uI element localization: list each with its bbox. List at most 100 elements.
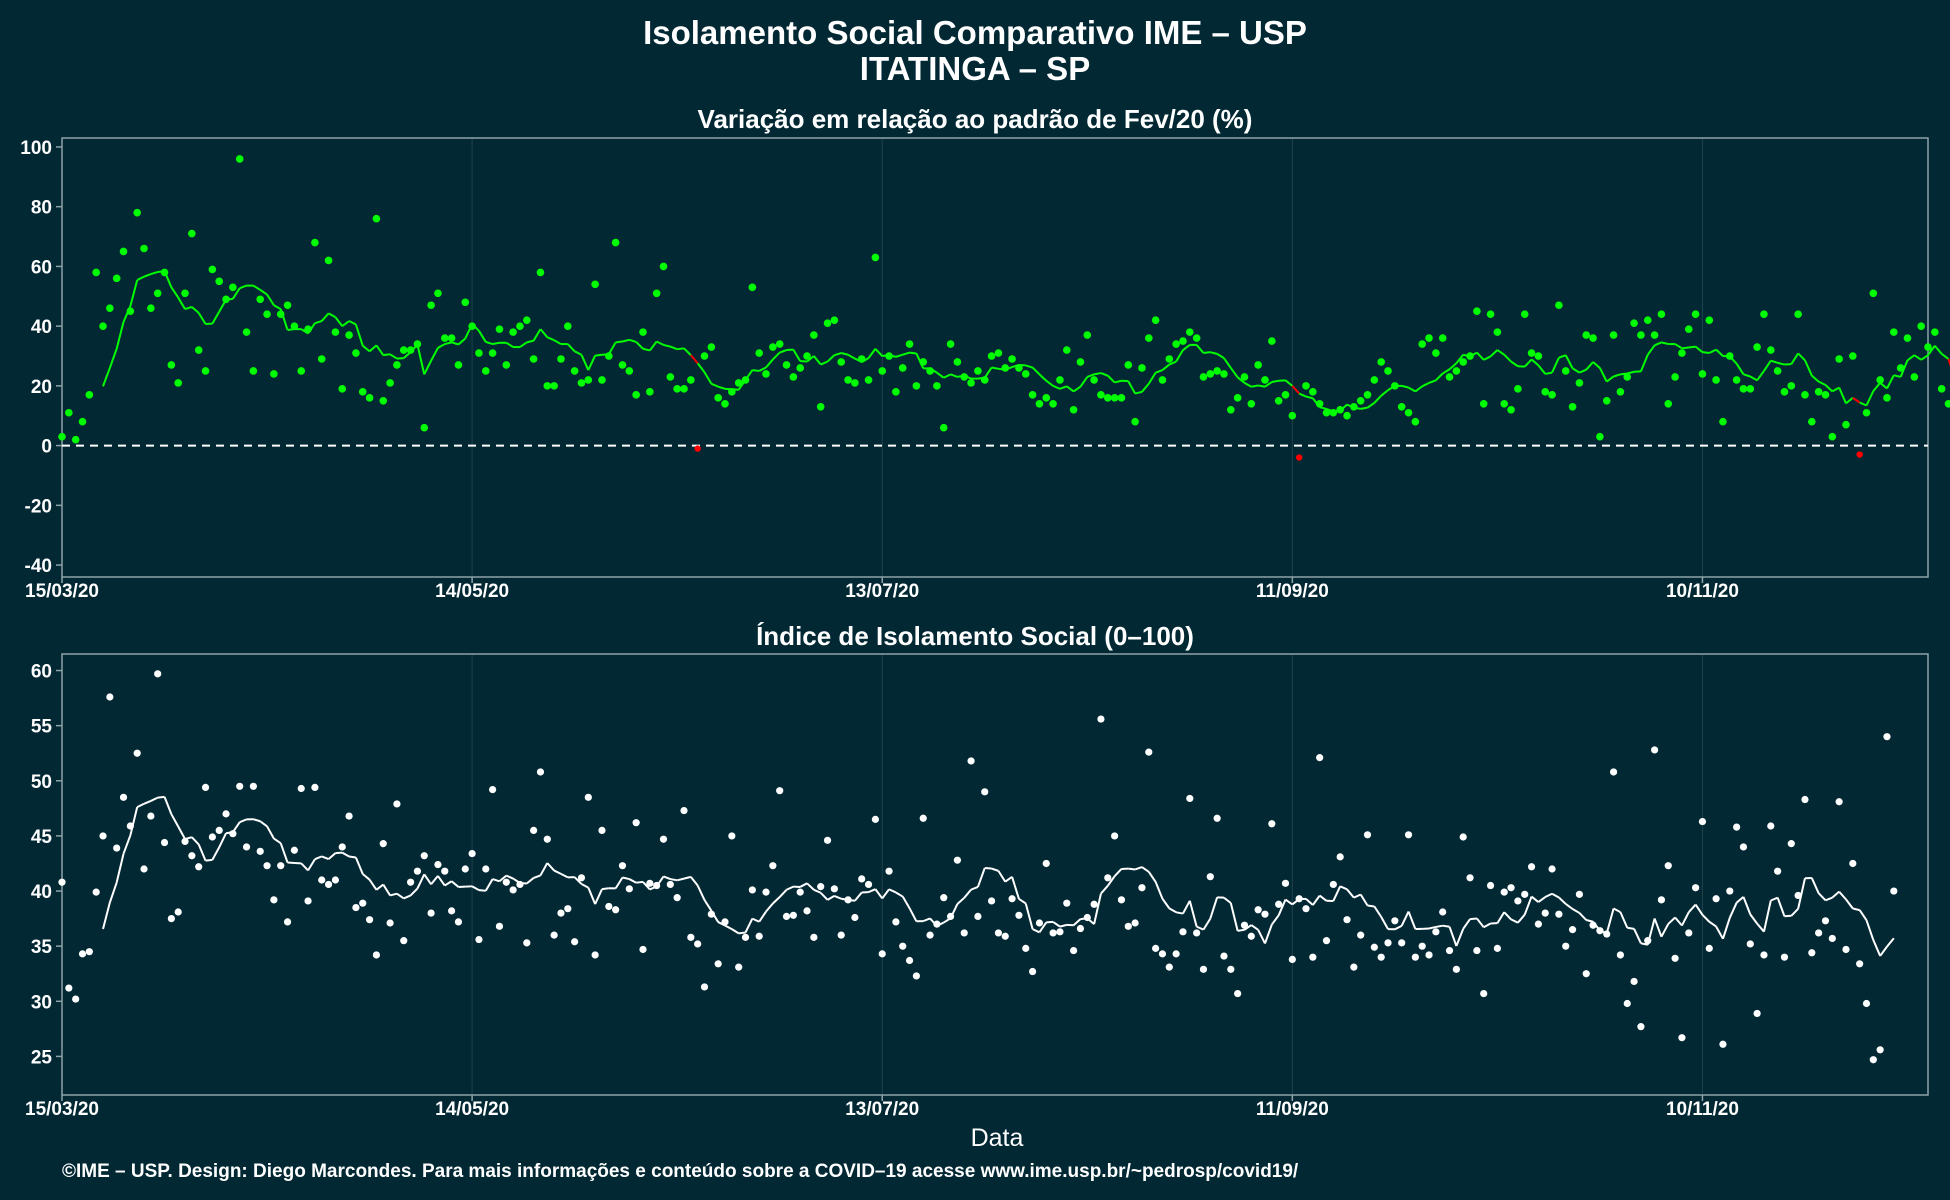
data-point [1862,408,1871,417]
data-point [1808,417,1816,426]
data-point [140,865,148,873]
moving-average-segment [908,907,918,922]
moving-average-segment [546,336,555,342]
data-point [741,376,750,384]
moving-average-segment [1448,362,1458,370]
moving-average-segment [1613,373,1621,378]
moving-average-segment [1558,354,1567,359]
moving-average-segment [1530,358,1540,367]
moving-average-segment [136,802,145,808]
data-point [99,322,107,330]
data-point [1849,352,1857,360]
data-point [1377,358,1385,366]
y-tick-label: 60 [31,662,52,683]
data-point [1363,391,1372,399]
moving-average-segment [136,275,145,281]
moving-average-segment [1797,878,1806,910]
data-point [1664,399,1673,408]
moving-average-segment [1161,363,1170,371]
moving-average-segment [629,338,637,343]
moving-average-segment [731,928,740,935]
data-point [1753,1009,1761,1018]
moving-average-segment [943,373,952,379]
moving-average-segment [1408,386,1416,393]
moving-average-segment [1489,349,1499,358]
moving-average-segment [1455,928,1465,947]
moving-average-segment [1209,897,1219,919]
data-point [1575,379,1584,387]
data-point [1520,310,1529,318]
data-point [1404,408,1413,417]
chart-title-line1: Isolamento Social Comparativo IME – USP [643,14,1307,51]
moving-average-segment [1503,354,1512,363]
data-point [1828,432,1837,441]
data-point [755,932,763,940]
data-point [694,940,702,948]
moving-average-segment [437,875,446,887]
data-point [1712,895,1720,903]
moving-average-segment [184,305,193,311]
moving-average-segment [950,373,958,378]
moving-average-segment [820,360,828,366]
x-tick-label: 11/09/20 [1256,1099,1329,1120]
moving-average-segment [553,869,562,875]
data-point [1152,944,1160,952]
moving-average-segment [1031,366,1041,376]
data-point [1712,376,1720,384]
data-point [85,391,94,399]
data-point [892,918,900,926]
moving-average-segment [1210,351,1218,355]
moving-average-segment [143,273,152,278]
moving-average-segment [1448,926,1458,947]
moving-average-segment [191,836,200,846]
data-point [1705,944,1713,952]
moving-average-segment [1701,914,1710,923]
data-point [1698,817,1707,826]
moving-average-segment [1721,917,1731,940]
panel2-title: Índice de Isolamento Social (0–100) [756,621,1194,651]
y-tick-label: 40 [31,882,52,903]
moving-average-segment [867,348,877,359]
moving-average-segment [279,842,289,863]
data-point [1322,408,1331,417]
moving-average-segment [354,857,364,875]
moving-average-segment [656,340,664,346]
moving-average-segment [663,875,671,880]
data-point [1220,952,1228,960]
moving-average-segment [1845,397,1854,405]
moving-average-segment [1872,939,1882,957]
data-point [126,822,134,830]
data-point [1678,1034,1686,1042]
moving-average-segment [1079,376,1089,388]
moving-average-segment [1811,374,1820,383]
data-point [1418,942,1426,950]
data-point [1281,879,1290,887]
moving-average-segment [389,892,398,897]
moving-average-segment [1749,375,1758,382]
data-point [1780,953,1789,961]
data-point [892,388,900,396]
y-tick-label: 45 [31,827,53,848]
moving-average-segment [1865,919,1875,941]
moving-average-segment [471,885,480,891]
data-point [229,830,237,838]
moving-average-segment [1654,341,1662,347]
data-point [222,295,230,304]
data-point [1555,301,1563,310]
data-point [1890,328,1898,336]
moving-average-segment [819,892,829,901]
data-point [1507,884,1515,892]
moving-average-segment [1824,384,1833,393]
moving-average-segment [1483,355,1491,361]
data-point [1049,929,1057,937]
moving-average-segment [177,825,186,840]
data-point [1821,917,1830,925]
moving-average-segment [1038,373,1047,382]
data-point [550,382,558,390]
data-point [1261,910,1269,918]
data-point [721,918,729,926]
moving-average-segment [1537,896,1546,903]
moving-average-segment [1681,346,1689,350]
data-point [577,874,586,882]
data-point [249,367,258,375]
